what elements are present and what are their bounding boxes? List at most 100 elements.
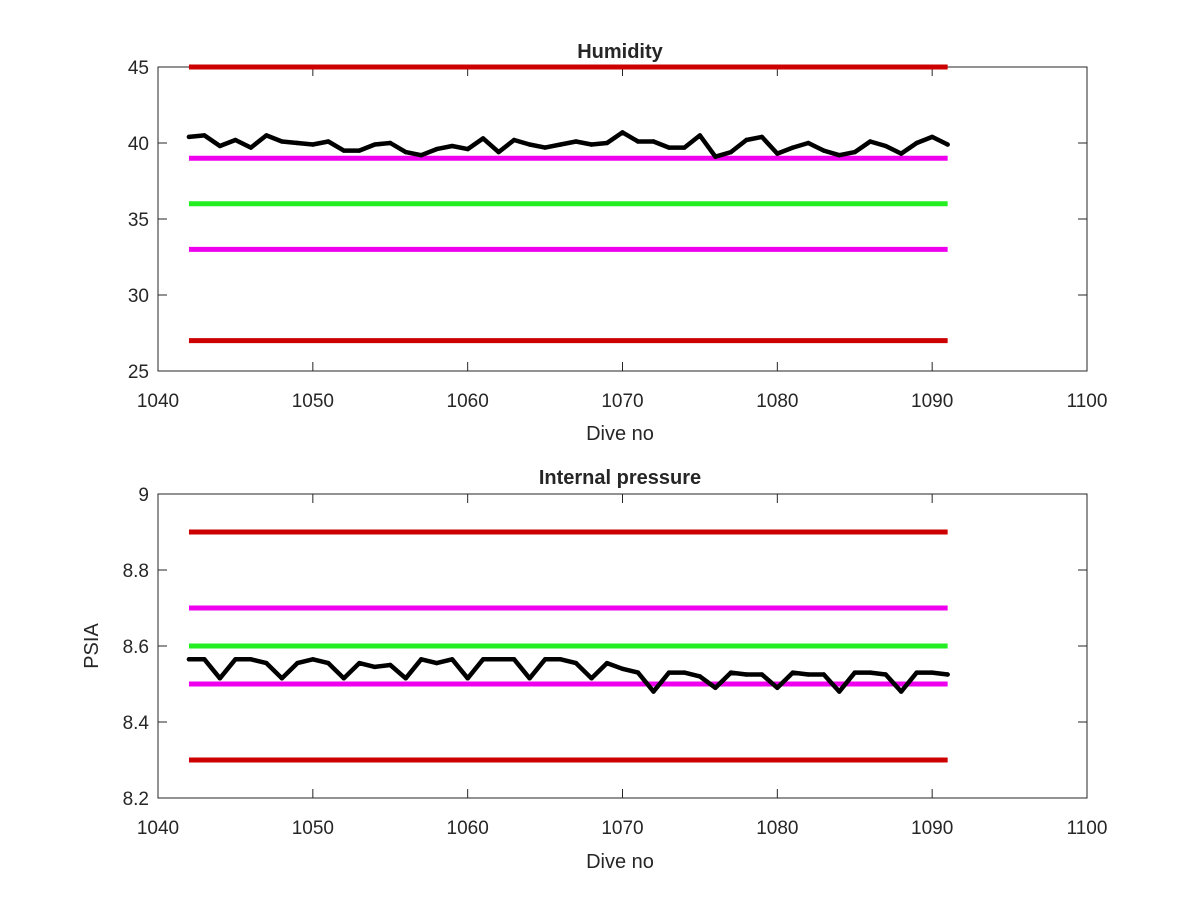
data-point [419,152,424,158]
data-point [604,140,610,146]
y-tick-label: 45 [128,58,149,79]
data-point [852,149,857,155]
data-point [310,142,316,147]
data-point [929,134,935,140]
data-point [790,670,796,675]
data-point [775,685,780,690]
data-point [697,674,703,679]
data-point [806,672,811,677]
data-point [419,657,424,662]
data-point [388,662,393,668]
chart-title: Humidity [577,41,663,63]
data-point [295,140,300,146]
data-point [372,664,377,670]
data-point [449,143,455,149]
data-point [868,139,873,144]
data-point [744,672,749,677]
data-point [202,133,207,138]
data-point [573,139,579,144]
data-point [790,145,796,150]
data-point [264,133,269,138]
data-point [666,145,672,150]
data-point [837,689,842,694]
data-point [248,145,254,150]
data-point [326,660,331,666]
data-point [310,657,316,662]
data-point [480,136,486,141]
x-tick-label: 1040 [137,818,179,839]
data-point [914,670,919,675]
data-point [449,657,455,662]
data-point [883,672,888,677]
data-point [914,140,919,146]
data-point [217,143,223,149]
x-tick-label: 1040 [137,391,179,412]
data-point [527,676,532,681]
y-tick-label: 25 [128,362,149,383]
data-point [713,154,718,159]
data-point [542,657,548,662]
data-point [511,137,517,143]
data-point [357,148,362,153]
humidity-chart: Humidity Dive no 1040 1050 1060 1070 1080 109… [128,41,1108,445]
data-point [883,143,888,149]
y-tick-label: 8.2 [123,789,149,810]
data-point [852,670,857,675]
data-point [682,145,687,150]
data-point [775,151,780,156]
y-tick-label: 35 [128,210,149,231]
data-point [945,672,950,677]
data-point [403,149,408,155]
x-tick-label: 1090 [911,818,953,839]
data-point [465,676,470,681]
y-tick-label: 40 [128,134,149,155]
data-point [589,142,594,147]
data-point [357,660,362,666]
data-point [929,670,935,675]
data-point [682,670,687,675]
x-tick-label: 1080 [756,391,798,412]
x-tick-label: 1090 [911,391,953,412]
data-point [326,139,331,144]
series-line [186,130,950,159]
data-point [604,660,610,666]
data-point [527,142,532,147]
data-point [728,670,734,675]
data-point [279,676,285,681]
data-point [465,146,470,152]
data-point [279,139,285,144]
y-tick-label: 9 [138,485,149,506]
data-point [899,689,904,694]
data-point [759,672,765,677]
data-point [186,134,192,140]
data-point [666,670,672,675]
data-point [511,657,517,662]
internal-pressure-chart: Internal pressure Dive no PSIA 1040 1050 1… [81,467,1107,873]
data-point [821,148,826,153]
data-point [542,145,548,150]
data-point [837,152,842,158]
data-point [651,689,656,694]
data-point [744,137,749,143]
data-point [945,142,950,147]
x-tick-label: 1060 [447,818,489,839]
data-point [233,657,238,662]
data-point [558,657,563,662]
data-point [573,660,579,666]
y-tick-label: 8.8 [123,561,149,582]
data-point [248,657,254,662]
data-point [728,149,734,155]
data-point [635,139,641,144]
x-axis-label: Dive no [586,851,654,873]
x-tick-label: 1050 [292,818,334,839]
x-tick-label: 1070 [601,818,643,839]
data-point [651,139,656,144]
data-point [233,137,238,143]
y-tick-label: 30 [128,286,149,307]
x-tick-label: 1080 [756,818,798,839]
x-tick-label: 1100 [1067,818,1108,839]
data-point [899,151,904,156]
data-point [635,670,641,675]
data-point [264,660,269,666]
